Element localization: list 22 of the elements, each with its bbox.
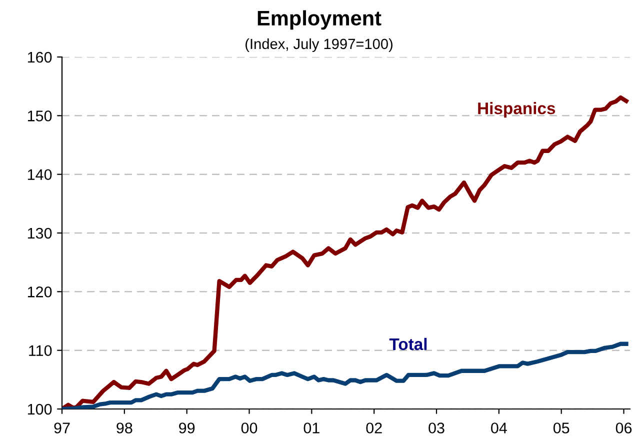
x-tick-label: 04 [491,422,507,434]
x-tick-label: 97 [54,422,70,434]
x-tick-label: 98 [116,422,132,434]
series-label: Total [389,338,427,350]
y-tick-label: 120 [28,286,52,298]
y-tick-label: 100 [28,404,52,415]
x-tick-label: 02 [366,422,382,434]
line-series [62,95,628,409]
x-tick-label: 05 [553,422,570,434]
x-tick-label: 99 [179,422,195,434]
y-tick-label: 160 [28,52,52,63]
y-tick-label: 130 [28,228,52,239]
chart-title: Employment [258,10,382,30]
x-tick-label: 06 [616,422,632,434]
x-tick-label: 01 [304,422,320,434]
chart-subtitle: (Index, July 1997=100) [246,38,392,52]
y-tick-label: 110 [29,345,52,356]
x-tick-label: 00 [241,422,258,434]
y-tick-label: 140 [28,169,52,180]
series-label: Hispanics [478,102,556,118]
y-tick-label: 150 [28,110,52,122]
x-tick-label: 03 [428,422,444,434]
